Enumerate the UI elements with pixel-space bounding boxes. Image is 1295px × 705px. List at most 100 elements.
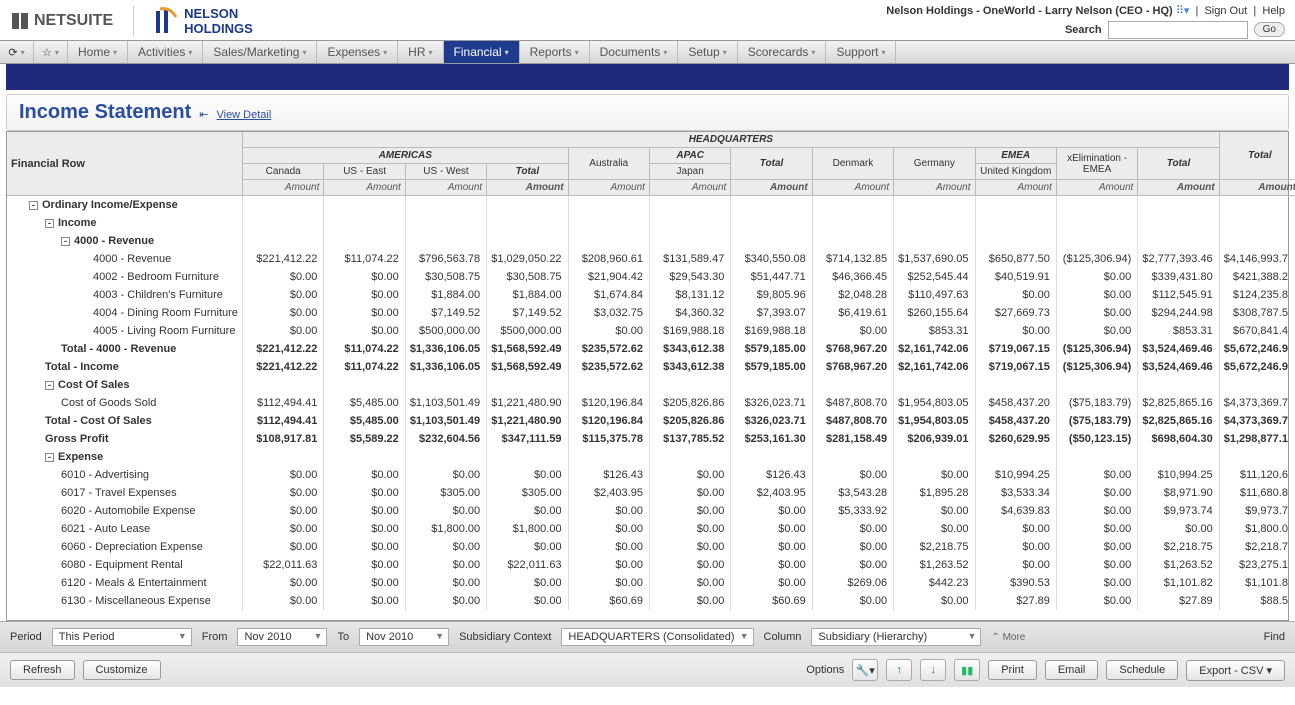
cell bbox=[324, 196, 405, 214]
cell: $115,375.78 bbox=[569, 430, 650, 448]
cell bbox=[1220, 214, 1288, 232]
cell: $4,360.32 bbox=[650, 304, 731, 322]
schedule-button[interactable]: Schedule bbox=[1106, 660, 1178, 680]
cell bbox=[813, 196, 894, 214]
cell: $305.00 bbox=[487, 484, 568, 502]
period-label: Period bbox=[10, 631, 42, 643]
menu-setup[interactable]: Setup▾ bbox=[678, 41, 737, 63]
cell bbox=[243, 448, 324, 466]
cell: $27.89 bbox=[976, 592, 1057, 610]
row-label: Total - 4000 - Revenue bbox=[7, 340, 243, 358]
cell: $0.00 bbox=[650, 466, 731, 484]
cell: $5,333.92 bbox=[813, 502, 894, 520]
find-label: Find bbox=[1264, 631, 1285, 643]
menu-financial[interactable]: Financial▾ bbox=[444, 41, 520, 63]
filter-bar: Period This Period From Nov 2010 To Nov … bbox=[0, 621, 1295, 652]
cell: $124,235.87 bbox=[1220, 286, 1288, 304]
cell: $10,994.25 bbox=[1138, 466, 1219, 484]
cell: $0.00 bbox=[324, 538, 405, 556]
cell bbox=[976, 376, 1057, 394]
customize-button[interactable]: Customize bbox=[83, 660, 161, 680]
cell: $1,103,501.49 bbox=[406, 412, 487, 430]
menu-expenses[interactable]: Expenses▾ bbox=[317, 41, 398, 63]
from-select[interactable]: Nov 2010 bbox=[237, 628, 327, 646]
column-select[interactable]: Subsidiary (Hierarchy) bbox=[811, 628, 981, 646]
row-label: 6020 - Automobile Expense bbox=[7, 502, 243, 520]
cell: $0.00 bbox=[243, 592, 324, 610]
cell: $796,563.78 bbox=[406, 250, 487, 268]
history-icon[interactable]: ⟳▾ bbox=[0, 41, 34, 63]
export-button[interactable]: Export - CSV ▾ bbox=[1186, 660, 1285, 681]
cell: $11,680.84 bbox=[1220, 484, 1288, 502]
cell: $0.00 bbox=[487, 592, 568, 610]
cell: $126.43 bbox=[569, 466, 650, 484]
cell: $442.23 bbox=[894, 574, 975, 592]
search-input[interactable] bbox=[1108, 21, 1248, 39]
collapse-toggle[interactable]: - bbox=[45, 453, 54, 462]
cell bbox=[324, 448, 405, 466]
cell: $1,537,690.05 bbox=[894, 250, 975, 268]
cell bbox=[1220, 448, 1288, 466]
email-button[interactable]: Email bbox=[1045, 660, 1099, 680]
print-button[interactable]: Print bbox=[988, 660, 1037, 680]
menu-documents[interactable]: Documents▾ bbox=[590, 41, 679, 63]
cell bbox=[487, 448, 568, 466]
menu-scorecards[interactable]: Scorecards▾ bbox=[738, 41, 827, 63]
cell: $30,508.75 bbox=[487, 268, 568, 286]
cell bbox=[731, 448, 812, 466]
menu-hr[interactable]: HR▾ bbox=[398, 41, 443, 63]
to-select[interactable]: Nov 2010 bbox=[359, 628, 449, 646]
cell: $421,388.26 bbox=[1220, 268, 1288, 286]
options-icon[interactable]: 🔧▾ bbox=[852, 659, 878, 681]
row-label: 4002 - Bedroom Furniture bbox=[7, 268, 243, 286]
cell: $27.89 bbox=[1138, 592, 1219, 610]
view-detail-link[interactable]: View Detail bbox=[216, 109, 271, 121]
expand-icon[interactable]: ⇤ bbox=[199, 108, 208, 121]
menu-salesmarketing[interactable]: Sales/Marketing▾ bbox=[203, 41, 317, 63]
role-icon[interactable]: ⠿▾ bbox=[1176, 5, 1190, 17]
cell: $0.00 bbox=[1057, 268, 1138, 286]
refresh-button[interactable]: Refresh bbox=[10, 660, 75, 680]
search-label: Search bbox=[1065, 24, 1102, 36]
cell: $208,960.61 bbox=[569, 250, 650, 268]
cell: $487,808.70 bbox=[813, 412, 894, 430]
cell bbox=[1057, 196, 1138, 214]
sign-out-link[interactable]: Sign Out bbox=[1204, 5, 1247, 17]
cell: $1,954,803.05 bbox=[894, 394, 975, 412]
nav-up-icon[interactable]: ↑ bbox=[886, 659, 912, 681]
menu-activities[interactable]: Activities▾ bbox=[128, 41, 203, 63]
cell: $0.00 bbox=[976, 538, 1057, 556]
cell: $2,218.75 bbox=[1220, 538, 1288, 556]
menu-support[interactable]: Support▾ bbox=[826, 41, 896, 63]
cell bbox=[406, 214, 487, 232]
chart-icon[interactable]: ▮▮ bbox=[954, 659, 980, 681]
menu-reports[interactable]: Reports▾ bbox=[520, 41, 590, 63]
cell: $29,543.30 bbox=[650, 268, 731, 286]
row-label: -Income bbox=[7, 214, 243, 232]
cell: $60.69 bbox=[731, 592, 812, 610]
cell: $2,161,742.06 bbox=[894, 340, 975, 358]
cell: $235,572.62 bbox=[569, 358, 650, 376]
cell: $1,895.28 bbox=[894, 484, 975, 502]
go-button[interactable]: Go bbox=[1254, 22, 1285, 37]
cell: $46,366.45 bbox=[813, 268, 894, 286]
cell bbox=[243, 376, 324, 394]
cell: $458,437.20 bbox=[976, 412, 1057, 430]
menu-home[interactable]: Home▾ bbox=[68, 41, 128, 63]
collapse-toggle[interactable]: - bbox=[61, 237, 70, 246]
collapse-toggle[interactable]: - bbox=[45, 381, 54, 390]
collapse-toggle[interactable]: - bbox=[45, 219, 54, 228]
favorites-icon[interactable]: ☆▾ bbox=[34, 41, 68, 63]
subsidiary-select[interactable]: HEADQUARTERS (Consolidated) bbox=[561, 628, 753, 646]
cell: $3,524,469.46 bbox=[1138, 340, 1219, 358]
period-select[interactable]: This Period bbox=[52, 628, 192, 646]
cell: $88.58 bbox=[1220, 592, 1288, 610]
cell: $2,218.75 bbox=[894, 538, 975, 556]
collapse-toggle[interactable]: - bbox=[29, 201, 38, 210]
cell: $0.00 bbox=[1138, 520, 1219, 538]
help-link[interactable]: Help bbox=[1262, 5, 1285, 17]
cell: $0.00 bbox=[324, 304, 405, 322]
cell: ($75,183.79) bbox=[1057, 412, 1138, 430]
more-toggle[interactable]: ⌃ More bbox=[991, 632, 1025, 643]
nav-down-icon[interactable]: ↓ bbox=[920, 659, 946, 681]
